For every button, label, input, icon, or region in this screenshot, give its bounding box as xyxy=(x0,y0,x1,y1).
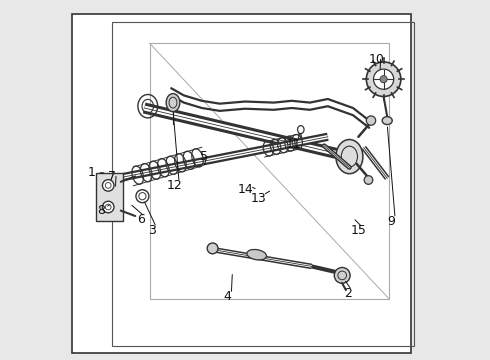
Text: 1: 1 xyxy=(88,166,96,179)
Text: 15: 15 xyxy=(350,224,367,237)
Text: 4: 4 xyxy=(223,291,231,303)
FancyBboxPatch shape xyxy=(96,173,122,221)
Ellipse shape xyxy=(382,117,392,125)
Text: 5: 5 xyxy=(199,150,208,163)
Circle shape xyxy=(334,267,350,283)
Circle shape xyxy=(380,76,387,83)
Text: 10: 10 xyxy=(368,53,384,66)
Text: 14: 14 xyxy=(238,183,254,195)
Circle shape xyxy=(102,201,114,213)
Text: 9: 9 xyxy=(387,215,395,228)
Circle shape xyxy=(364,176,373,184)
Ellipse shape xyxy=(166,94,180,112)
Circle shape xyxy=(367,62,401,96)
Circle shape xyxy=(373,69,393,89)
Text: 7: 7 xyxy=(108,170,116,183)
Circle shape xyxy=(207,243,218,254)
Text: 13: 13 xyxy=(251,192,267,204)
Text: 8: 8 xyxy=(97,204,105,217)
Text: 2: 2 xyxy=(343,287,351,300)
Circle shape xyxy=(102,180,114,191)
Ellipse shape xyxy=(247,249,267,260)
Bar xyxy=(112,22,414,346)
Ellipse shape xyxy=(336,140,363,174)
Text: 3: 3 xyxy=(148,224,156,237)
Text: 11: 11 xyxy=(286,138,301,150)
Text: 6: 6 xyxy=(137,213,145,226)
Text: 12: 12 xyxy=(167,179,183,192)
Circle shape xyxy=(367,116,376,125)
